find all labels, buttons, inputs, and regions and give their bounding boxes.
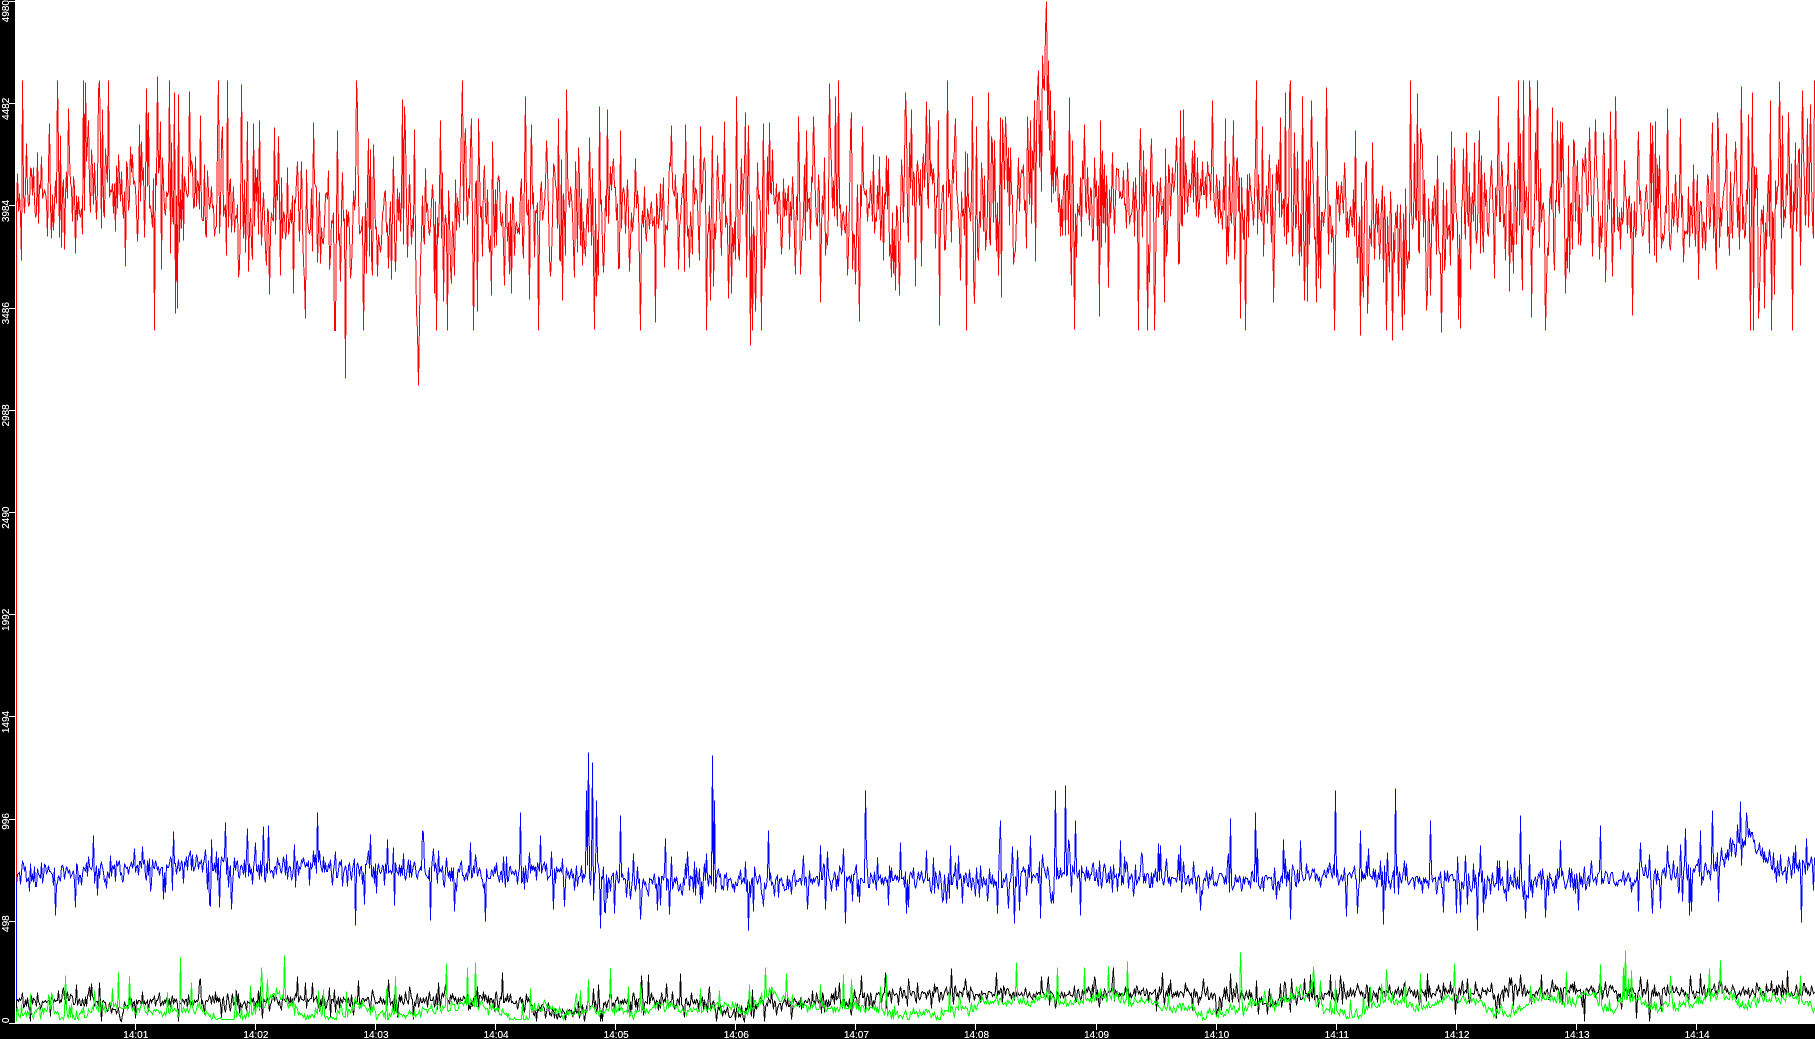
svg-text:14:08: 14:08 — [964, 1030, 989, 1039]
svg-text:4980: 4980 — [1, 0, 12, 22]
svg-text:4482: 4482 — [1, 97, 12, 120]
svg-text:14:02: 14:02 — [243, 1030, 268, 1039]
svg-text:3486: 3486 — [1, 302, 12, 325]
svg-text:14:05: 14:05 — [604, 1030, 629, 1039]
svg-text:14:04: 14:04 — [484, 1030, 509, 1039]
svg-text:1494: 1494 — [1, 710, 12, 733]
svg-text:498: 498 — [1, 915, 12, 932]
svg-text:2988: 2988 — [1, 404, 12, 427]
svg-text:3486: 3486 — [1, 302, 12, 325]
svg-text:14:09: 14:09 — [1084, 1030, 1109, 1039]
svg-text:14:05: 14:05 — [604, 1030, 629, 1039]
svg-text:14:12: 14:12 — [1444, 1030, 1469, 1039]
svg-text:14:02: 14:02 — [243, 1030, 268, 1039]
svg-text:996: 996 — [1, 813, 12, 830]
svg-text:4980: 4980 — [1, 0, 12, 22]
svg-text:4482: 4482 — [1, 97, 12, 120]
svg-text:14:08: 14:08 — [964, 1030, 989, 1039]
svg-text:14:09: 14:09 — [1084, 1030, 1109, 1039]
svg-text:14:13: 14:13 — [1564, 1030, 1589, 1039]
svg-text:14:04: 14:04 — [484, 1030, 509, 1039]
svg-text:0: 0 — [1, 1017, 12, 1023]
svg-text:14:11: 14:11 — [1325, 1030, 1350, 1039]
svg-text:14:06: 14:06 — [724, 1030, 749, 1039]
svg-text:14:12: 14:12 — [1444, 1030, 1469, 1039]
svg-text:14:03: 14:03 — [363, 1030, 388, 1039]
svg-text:0: 0 — [1, 1017, 12, 1023]
svg-text:3984: 3984 — [1, 199, 12, 222]
svg-text:14:03: 14:03 — [363, 1030, 388, 1039]
svg-text:1992: 1992 — [1, 608, 12, 631]
svg-text:3984: 3984 — [1, 199, 12, 222]
svg-text:14:13: 14:13 — [1564, 1030, 1589, 1039]
svg-text:14:11: 14:11 — [1325, 1030, 1350, 1039]
svg-text:14:06: 14:06 — [724, 1030, 749, 1039]
svg-text:14:01: 14:01 — [123, 1030, 148, 1039]
svg-text:2490: 2490 — [1, 506, 12, 529]
svg-text:2988: 2988 — [1, 404, 12, 427]
svg-text:996: 996 — [1, 813, 12, 830]
svg-text:14:01: 14:01 — [123, 1030, 148, 1039]
svg-text:2490: 2490 — [1, 506, 12, 529]
svg-text:14:14: 14:14 — [1685, 1030, 1710, 1039]
svg-text:14:07: 14:07 — [844, 1030, 869, 1039]
svg-text:14:14: 14:14 — [1685, 1030, 1710, 1039]
svg-text:1494: 1494 — [1, 710, 12, 733]
svg-text:1992: 1992 — [1, 608, 12, 631]
svg-text:14:10: 14:10 — [1204, 1030, 1229, 1039]
svg-text:498: 498 — [1, 915, 12, 932]
svg-text:14:10: 14:10 — [1204, 1030, 1229, 1039]
svg-text:14:07: 14:07 — [844, 1030, 869, 1039]
